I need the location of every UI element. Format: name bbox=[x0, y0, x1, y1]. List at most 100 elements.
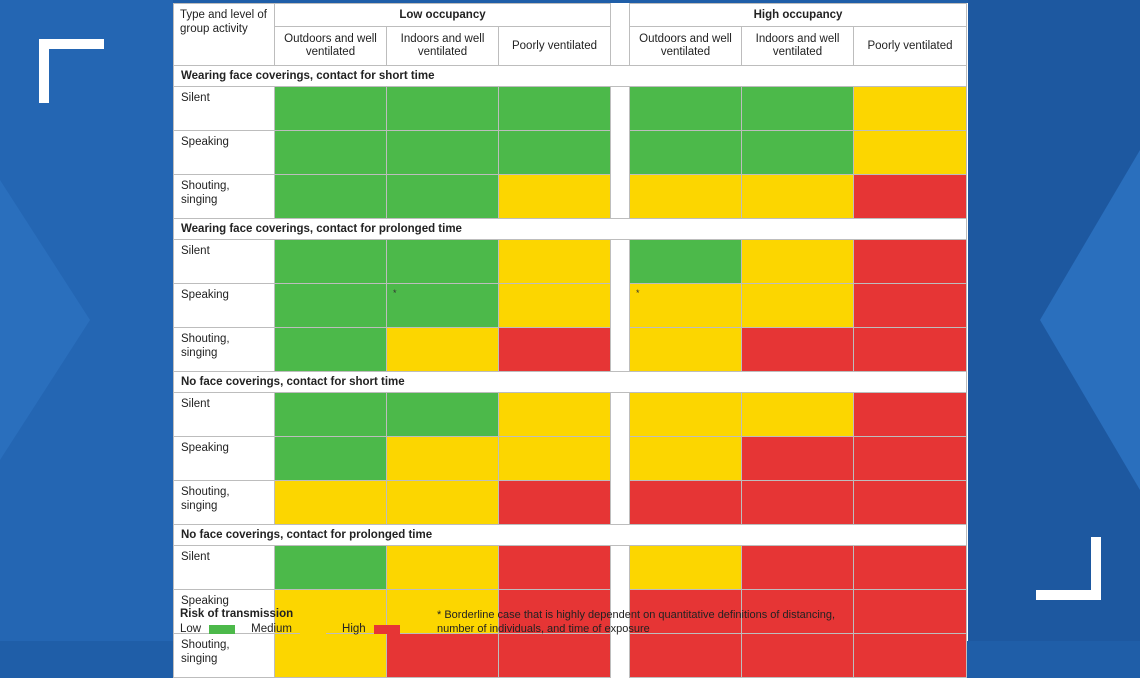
column-header: Indoors and well ventilated bbox=[741, 26, 854, 66]
risk-cell-high bbox=[741, 589, 854, 634]
risk-cell-high bbox=[741, 436, 854, 481]
risk-cell-low: * bbox=[386, 283, 499, 328]
row-label: Shouting, singing bbox=[173, 174, 275, 219]
risk-cell-medium bbox=[852, 130, 968, 175]
risk-cell-low bbox=[386, 239, 499, 284]
risk-cell-medium: * bbox=[629, 283, 742, 328]
group-header-high-occupancy: High occupancy bbox=[628, 3, 968, 27]
risk-cell-low bbox=[386, 392, 499, 437]
legend-swatch-low bbox=[209, 624, 236, 634]
row-label: Shouting, singing bbox=[173, 480, 275, 525]
risk-cell-high bbox=[741, 480, 854, 525]
group-gap bbox=[610, 174, 630, 219]
risk-cell-medium bbox=[629, 545, 742, 590]
risk-cell-low bbox=[741, 86, 854, 131]
risk-cell-medium bbox=[386, 327, 499, 372]
group-gap bbox=[610, 436, 630, 481]
risk-cell-high bbox=[629, 633, 742, 678]
corner-bracket-top-left-vertical bbox=[39, 39, 49, 103]
table-row: Shouting, singing bbox=[173, 174, 968, 219]
row-label: Shouting, singing bbox=[173, 633, 275, 678]
risk-cell-high bbox=[852, 589, 968, 634]
footnote: * Borderline case that is highly depende… bbox=[437, 609, 836, 635]
risk-cell-medium bbox=[741, 283, 854, 328]
table-row: Silent bbox=[173, 86, 968, 131]
risk-cell-low bbox=[498, 86, 611, 131]
row-label: Speaking bbox=[173, 436, 275, 481]
risk-cell-low bbox=[274, 392, 387, 437]
corner-bracket-bottom-right-vertical bbox=[1091, 537, 1101, 600]
risk-cell-low bbox=[629, 86, 742, 131]
risk-cell-low bbox=[741, 130, 854, 175]
risk-cell-medium bbox=[741, 174, 854, 219]
risk-cell-medium bbox=[629, 327, 742, 372]
table-row: Silent bbox=[173, 545, 968, 590]
group-gap bbox=[610, 130, 630, 175]
table-row: Shouting, singing bbox=[173, 633, 968, 678]
risk-cell-medium bbox=[498, 174, 611, 219]
group-gap bbox=[610, 86, 630, 131]
risk-cell-high bbox=[741, 327, 854, 372]
risk-cell-medium bbox=[498, 239, 611, 284]
risk-chart-panel: Type and level of group activity Low occ… bbox=[172, 3, 968, 678]
table-row: Silent bbox=[173, 392, 968, 437]
risk-cell-high bbox=[852, 480, 968, 525]
risk-cell-low bbox=[386, 174, 499, 219]
risk-cell-high bbox=[852, 436, 968, 481]
risk-cell-low bbox=[386, 86, 499, 131]
risk-table: Type and level of group activity Low occ… bbox=[172, 3, 968, 678]
column-header: Poorly ventilated bbox=[852, 26, 968, 66]
risk-cell-high bbox=[629, 589, 742, 634]
risk-cell-high bbox=[852, 174, 968, 219]
risk-cell-low bbox=[274, 239, 387, 284]
row-label: Silent bbox=[173, 86, 275, 131]
risk-cell-low bbox=[498, 130, 611, 175]
risk-cell-high bbox=[852, 545, 968, 590]
risk-cell-high bbox=[498, 545, 611, 590]
risk-cell-low bbox=[274, 86, 387, 131]
risk-cell-high bbox=[852, 239, 968, 284]
row-label: Silent bbox=[173, 545, 275, 590]
group-gap bbox=[610, 239, 630, 284]
corner-bracket-top-left bbox=[39, 39, 104, 49]
column-header: Outdoors and well ventilated bbox=[274, 26, 387, 66]
table-row: Speaking bbox=[173, 436, 968, 481]
row-label: Shouting, singing bbox=[173, 327, 275, 372]
risk-cell-low bbox=[629, 130, 742, 175]
corner-bracket-bottom-right bbox=[1036, 590, 1101, 600]
corner-label: Type and level of group activity bbox=[173, 3, 275, 66]
risk-cell-high bbox=[386, 633, 499, 678]
risk-cell-high bbox=[852, 633, 968, 678]
group-gap bbox=[610, 589, 630, 634]
risk-cell-medium bbox=[629, 174, 742, 219]
risk-cell-low bbox=[274, 283, 387, 328]
risk-cell-medium bbox=[274, 480, 387, 525]
legend: Risk of transmission Low Medium High bbox=[180, 608, 416, 635]
legend-items: Low Medium High bbox=[180, 623, 416, 635]
risk-cell-high bbox=[498, 327, 611, 372]
legend-swatch-high bbox=[373, 624, 400, 634]
group-gap bbox=[610, 633, 630, 678]
row-label: Silent bbox=[173, 239, 275, 284]
group-gap bbox=[610, 283, 630, 328]
row-label: Speaking bbox=[173, 283, 275, 328]
risk-cell-medium bbox=[629, 436, 742, 481]
risk-cell-low bbox=[274, 174, 387, 219]
risk-cell-low bbox=[629, 239, 742, 284]
table-row: Silent bbox=[173, 239, 968, 284]
row-label: Speaking bbox=[173, 130, 275, 175]
risk-cell-medium bbox=[498, 392, 611, 437]
risk-cell-medium bbox=[741, 392, 854, 437]
table-row: Speaking bbox=[173, 589, 968, 634]
borderline-marker: * bbox=[636, 288, 640, 298]
section-title: No face coverings, contact for prolonged… bbox=[172, 524, 968, 546]
group-gap bbox=[610, 480, 630, 525]
section-title: No face coverings, contact for short tim… bbox=[172, 371, 968, 393]
column-header: Indoors and well ventilated bbox=[386, 26, 499, 66]
risk-cell-low bbox=[274, 545, 387, 590]
group-header-low-occupancy: Low occupancy bbox=[274, 3, 611, 27]
legend-label: High bbox=[342, 623, 366, 635]
risk-cell-medium bbox=[274, 633, 387, 678]
legend-swatch-medium bbox=[300, 624, 327, 634]
borderline-marker: * bbox=[393, 288, 397, 298]
